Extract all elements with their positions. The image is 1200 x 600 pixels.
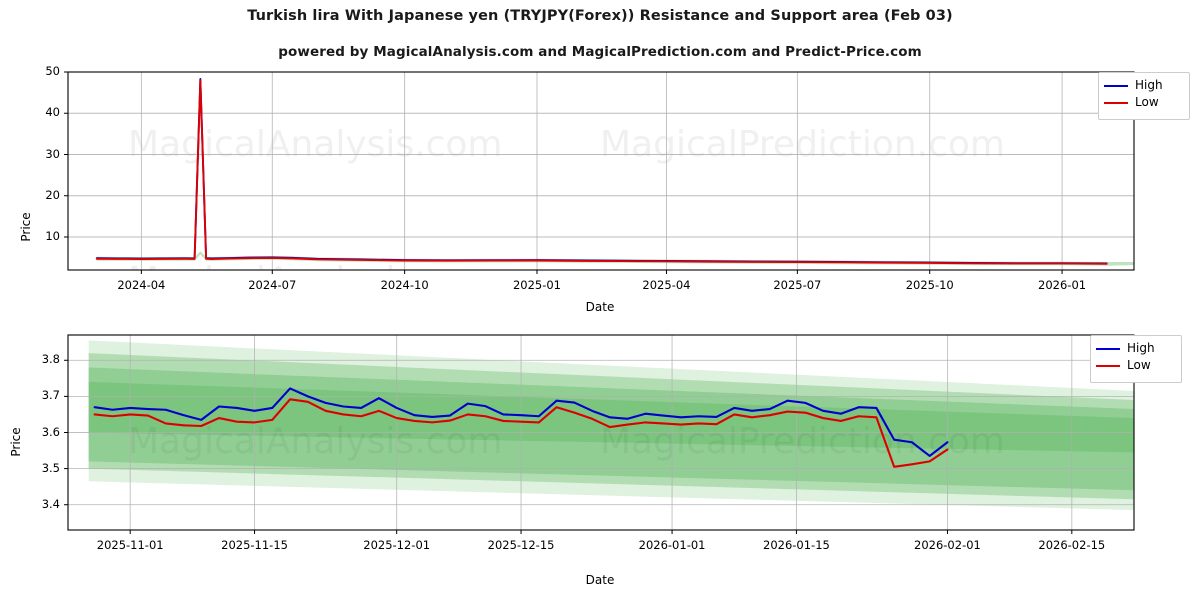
legend-label-low: Low [1135, 95, 1159, 109]
detail-x-tick-label: 2025-12-01 [363, 538, 431, 552]
overview-y-tick-label: 30 [45, 146, 60, 161]
low-line-swatch [1096, 364, 1120, 367]
svg-text:MagicalPrediction.com: MagicalPrediction.com [600, 421, 1005, 462]
overview-y-tick-label: 40 [45, 105, 60, 120]
overview-y-tick-label: 20 [45, 187, 60, 202]
low-line-swatch [1104, 101, 1128, 104]
legend-item-high[interactable]: High [1104, 77, 1183, 94]
overview-x-tick-label: 2024-10 [380, 278, 429, 292]
detail-x-tick-label: 2026-02-15 [1038, 538, 1106, 552]
svg-text:MagicalAnalysis.com: MagicalAnalysis.com [128, 124, 502, 165]
high-line-swatch [1096, 347, 1120, 350]
detail-x-tick-label: 2025-11-01 [96, 538, 164, 552]
overview-x-tick-label: 2025-04 [642, 278, 691, 292]
legend-label-high: High [1127, 341, 1155, 355]
inner-band [88, 367, 1134, 491]
overview-x-tick-label: 2024-04 [117, 278, 166, 292]
overview-x-tick-label: 2025-01 [512, 278, 561, 292]
overview-legend[interactable]: High Low [1098, 72, 1190, 120]
detail-legend[interactable]: High Low [1090, 335, 1182, 383]
overview-chart-panel: MagicalAnalysis.com MagicalPrediction.com… [0, 60, 1200, 320]
page-title: Turkish lira With Japanese yen (TRYJPY(F… [247, 8, 953, 24]
detail-y-tick-label: 3.6 [41, 424, 60, 439]
detail-x-axis-label: Date [585, 573, 615, 587]
legend-item-high[interactable]: High [1096, 340, 1175, 357]
detail-y-tick-label: 3.4 [41, 496, 60, 511]
svg-text:MagicalAnalysis.com: MagicalAnalysis.com [128, 421, 502, 462]
overview-x-tick-label: 2025-07 [773, 278, 822, 292]
overview-x-axis-label: Date [585, 300, 615, 314]
overview-y-tick-label: 50 [45, 64, 60, 78]
legend-item-low[interactable]: Low [1096, 357, 1175, 374]
detail-y-tick-label: 3.8 [41, 352, 60, 367]
overview-x-tick-label: 2026-01 [1038, 278, 1087, 292]
overview-x-tick-label: 2024-07 [248, 278, 297, 292]
detail-x-tick-label: 2025-11-15 [221, 538, 288, 552]
detail-x-tick-label: 2025-12-15 [487, 538, 555, 552]
legend-label-high: High [1135, 78, 1163, 92]
high-line-swatch [1104, 84, 1128, 87]
svg-text:MagicalAnalysis.com: MagicalAnalysis.com [128, 260, 502, 301]
detail-chart-panel: MagicalAnalysis.com MagicalPrediction.com… [0, 325, 1200, 600]
svg-text:MagicalPrediction.com: MagicalPrediction.com [600, 124, 1005, 165]
detail-y-tick-label: 3.5 [41, 460, 60, 475]
detail-chart-svg: MagicalAnalysis.com MagicalPrediction.com [64, 334, 1135, 534]
detail-x-tick-label: 2026-02-01 [914, 538, 981, 552]
detail-x-tick-label: 2026-01-01 [638, 538, 706, 552]
overview-y-tick-label: 10 [45, 229, 60, 243]
detail-y-tick-label: 3.7 [41, 388, 60, 403]
page-subtitle: powered by MagicalAnalysis.com and Magic… [278, 44, 922, 60]
overview-x-tick-label: 2025-10 [905, 278, 954, 292]
detail-x-tick-label: 2026-01-15 [763, 538, 830, 552]
legend-label-low: Low [1127, 358, 1151, 372]
legend-item-low[interactable]: Low [1104, 94, 1183, 111]
outer-band [88, 340, 1134, 511]
overview-y-axis-label: Price [19, 212, 33, 242]
overview-chart-svg: MagicalAnalysis.com MagicalPrediction.com… [64, 71, 1135, 301]
